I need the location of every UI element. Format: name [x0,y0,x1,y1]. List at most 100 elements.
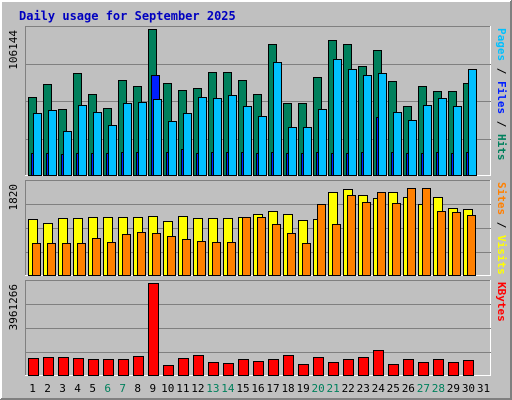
bar-kbytes-kbytes-day-12 [193,355,204,376]
axis-label-part-hits-2: Files [495,81,508,114]
bar-visits-sites-day-28 [437,211,446,276]
day-label-21: 21 [327,382,340,395]
day-label-5: 5 [89,382,96,395]
axis-label-kbytes: KBytes [495,282,508,322]
day-label-15: 15 [236,382,249,395]
bar-visits-sites-day-27 [422,188,431,276]
y-max-label-visits: 1820 [7,184,20,211]
day-label-4: 4 [74,382,81,395]
bar-hits-pages-day-28 [438,98,447,176]
day-label-24: 24 [372,382,386,395]
bar-hits-pages-day-5 [93,112,102,176]
axis-label-part-hits-1: / [495,61,508,81]
bar-visits-sites-day-14 [227,242,236,276]
y-max-label-hits: 106144 [7,30,20,70]
bar-hits-pages-day-18 [288,127,297,176]
bar-hits-pages-day-7 [123,103,132,176]
bar-visits-sites-day-17 [272,224,281,276]
bar-kbytes-kbytes-day-16 [253,361,264,376]
bar-hits-pages-day-30 [468,69,477,176]
axis-label-hits: Pages / Files / Hits [495,28,508,161]
bar-kbytes-kbytes-day-6 [103,359,114,376]
bar-kbytes-kbytes-day-14 [223,363,234,376]
bar-visits-sites-day-20 [317,204,326,276]
bar-kbytes-kbytes-day-23 [358,357,369,376]
bar-visits-sites-day-8 [137,232,146,276]
bar-kbytes-kbytes-day-11 [178,358,189,376]
bar-visits-sites-day-7 [122,234,131,276]
bar-hits-pages-day-2 [48,110,57,176]
bar-kbytes-kbytes-day-30 [463,360,474,376]
day-label-6: 6 [104,382,111,395]
bar-kbytes-kbytes-day-17 [268,359,279,376]
bar-hits-pages-day-4 [78,105,87,176]
bar-hits-pages-day-8 [138,102,147,176]
series-hits-hits [28,29,472,176]
axis-label-part-kbytes-0: KBytes [495,282,508,322]
day-label-28: 28 [432,382,445,395]
bar-visits-sites-day-19 [302,243,311,276]
day-label-25: 25 [387,382,400,395]
day-label-2: 2 [44,382,51,395]
panel-kbytes: 3961266 KBytes [7,280,508,376]
bar-kbytes-kbytes-day-10 [163,365,174,376]
bar-kbytes-kbytes-day-20 [313,357,324,376]
bar-hits-pages-day-11 [183,113,192,176]
series-hits-pages [33,59,477,176]
bar-hits-pages-day-13 [213,98,222,176]
axis-label-part-visits-2: Visits [495,235,508,275]
day-label-22: 22 [342,382,355,395]
bar-hits-pages-day-23 [363,75,372,176]
bar-kbytes-kbytes-day-4 [73,358,84,376]
axis-label-visits: Sites / Visits [495,182,508,275]
bar-kbytes-kbytes-day-7 [118,359,129,376]
bar-visits-sites-day-1 [32,243,41,276]
day-label-12: 12 [191,382,204,395]
panel-hits: 106144 Pages / Files / Hits [7,26,508,176]
series-visits-sites [32,188,476,276]
bar-kbytes-kbytes-day-8 [133,356,144,376]
bar-visits-sites-day-26 [407,188,416,276]
day-label-18: 18 [281,382,294,395]
bar-kbytes-kbytes-day-27 [418,362,429,376]
axis-label-part-hits-3: / [495,114,508,134]
bar-visits-sites-day-11 [182,239,191,276]
bar-hits-pages-day-26 [408,120,417,176]
day-label-9: 9 [149,382,156,395]
bar-hits-pages-day-21 [333,59,342,176]
bar-kbytes-kbytes-day-3 [58,357,69,376]
axis-label-part-visits-1: / [495,215,508,235]
bar-kbytes-kbytes-day-9 [148,283,159,376]
axis-label-part-visits-0: Sites [495,182,508,215]
bar-hits-pages-day-29 [453,106,462,176]
bar-hits-pages-day-3 [63,131,72,176]
bar-visits-sites-day-29 [452,212,461,276]
bar-kbytes-kbytes-day-5 [88,359,99,376]
bar-visits-sites-day-30 [467,215,476,276]
bar-hits-pages-day-20 [318,109,327,176]
day-label-29: 29 [447,382,460,395]
bar-visits-sites-day-25 [392,203,401,276]
day-label-26: 26 [402,382,415,395]
bar-kbytes-kbytes-day-26 [403,359,414,376]
day-label-23: 23 [357,382,370,395]
day-label-31: 31 [477,382,490,395]
y-max-label-kbytes: 3961266 [7,284,20,330]
x-axis-day-labels: 1 2 3 4 5 6 7 8 9 10 11 12 13 14 15 16 17 18 19 20 21 22 23 24 2… [29,382,490,395]
day-label-1: 1 [29,382,36,395]
day-label-17: 17 [266,382,279,395]
bar-hits-pages-day-15 [243,106,252,176]
chart-title: Daily usage for September 2025 [19,9,236,23]
axis-label-part-hits-0: Pages [495,28,508,61]
bar-hits-pages-day-27 [423,105,432,176]
day-label-19: 19 [296,382,309,395]
bar-visits-sites-day-13 [212,242,221,276]
bar-visits-sites-day-4 [77,243,86,276]
bar-visits-sites-day-10 [167,236,176,276]
bar-visits-sites-day-3 [62,243,71,276]
bar-visits-sites-day-24 [377,192,386,276]
bar-hits-pages-day-17 [273,62,282,176]
bar-visits-sites-day-15 [242,217,251,276]
bar-hits-pages-day-1 [33,113,42,176]
